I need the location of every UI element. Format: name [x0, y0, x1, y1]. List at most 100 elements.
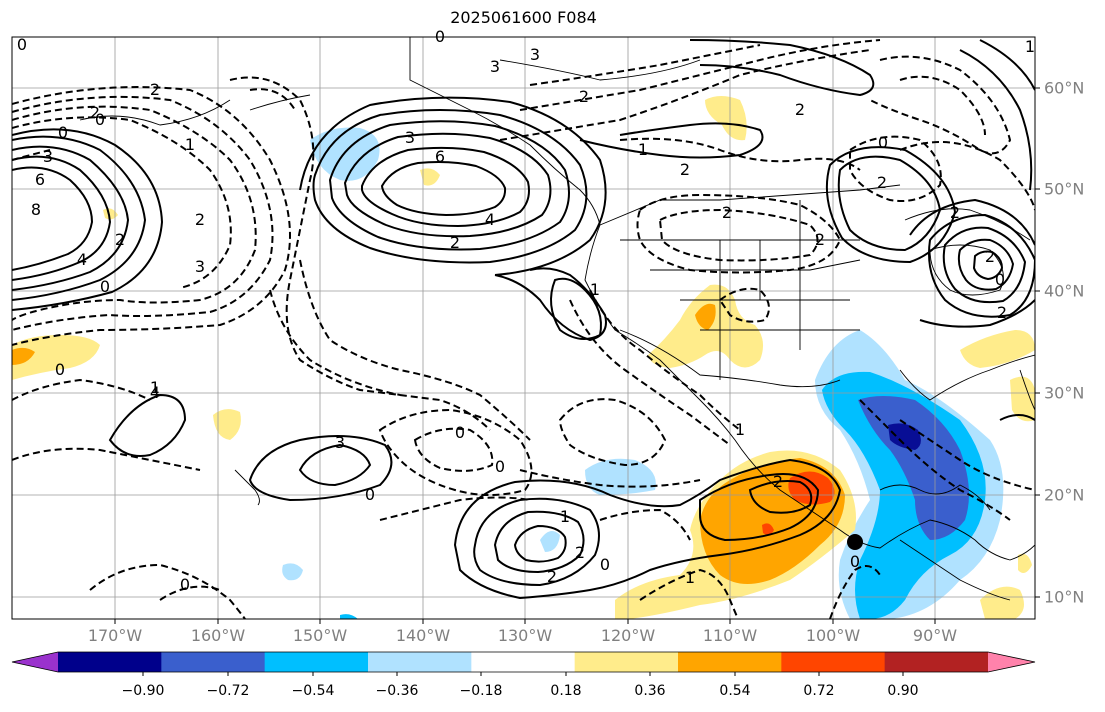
- lon-label: 130°W: [497, 626, 553, 645]
- contour-label: 2: [722, 203, 732, 222]
- colorbar-outline: [11, 651, 1036, 673]
- contour-label: 2: [985, 247, 995, 266]
- contour-label: 6: [435, 147, 445, 166]
- shade-red-small: [762, 523, 774, 535]
- contour-label: 2: [575, 543, 585, 562]
- contour-label: 3: [335, 433, 345, 452]
- shade-yellow-east-lower: [1010, 376, 1035, 422]
- shade-light-blue-low: [540, 531, 560, 552]
- lat-label: 40°N: [1044, 281, 1085, 301]
- contour-label: 0: [365, 485, 375, 504]
- contour-label: 4: [77, 250, 87, 269]
- contour-label: 2: [547, 567, 557, 586]
- colorbar-tick-label: −0.90: [121, 683, 165, 699]
- map-title: 2025061600 F084: [450, 8, 597, 27]
- shade-red-mexico: [788, 471, 835, 505]
- colorbar-segment: [884, 652, 989, 672]
- contour-label: 3: [405, 128, 415, 147]
- contour-label: 2: [450, 233, 460, 252]
- lon-label: 100°W: [805, 626, 861, 645]
- shade-yellow-small-2: [103, 208, 118, 220]
- colorbar-tick-label: 0.18: [550, 683, 582, 699]
- colorbar-tick-label: 0.72: [803, 683, 835, 699]
- colorbar-tick-label: −0.18: [459, 683, 503, 699]
- shade-blue-bottom: [340, 614, 358, 619]
- lat-label: 10°N: [1044, 587, 1085, 607]
- contour-label: 0: [435, 27, 445, 46]
- colorbar-tick-label: −0.72: [206, 683, 250, 699]
- colorbar-segment: [161, 652, 266, 672]
- contour-label: 2: [950, 203, 960, 222]
- colorbar-segment: [781, 652, 886, 672]
- shade-light-blue-small: [282, 563, 303, 581]
- contour-labels: 0232864221300364233221022112220243010012…: [17, 27, 1035, 594]
- contour-label: 1: [1025, 37, 1035, 56]
- shade-orange-west: [12, 347, 35, 365]
- shade-light-blue-mid: [585, 458, 656, 495]
- contour-label: 0: [100, 277, 110, 296]
- contour-label: 0: [55, 360, 65, 379]
- lon-label: 150°W: [292, 626, 348, 645]
- axis-ticks: [114, 87, 1040, 624]
- contour-label: 8: [31, 200, 41, 219]
- colorbar-segment: [264, 652, 369, 672]
- contour-label: 0: [995, 270, 1005, 289]
- colorbar-extend-max: [988, 652, 1035, 672]
- contour-label: 1: [638, 140, 648, 159]
- shade-yellow-small-3: [1018, 553, 1032, 574]
- contour-label: 2: [195, 210, 205, 229]
- shade-dark-blue: [888, 423, 921, 450]
- lon-label: 170°W: [87, 626, 143, 645]
- contour-label: 0: [17, 35, 27, 54]
- contour-label: 3: [195, 257, 205, 276]
- lon-label: 110°W: [702, 626, 758, 645]
- contour-label: 0: [455, 423, 465, 442]
- contour-label: 2: [815, 230, 825, 249]
- contour-label: 1: [685, 568, 695, 587]
- map-frame: [11, 36, 1036, 620]
- colorbar-segment: [574, 652, 679, 672]
- contour-label: 0: [95, 110, 105, 129]
- contour-label: 1: [150, 378, 160, 397]
- colorbar-segment: [678, 652, 782, 672]
- colorbar-segment: [471, 652, 576, 672]
- contour-label: 0: [495, 457, 505, 476]
- shade-yellow-west: [12, 335, 100, 380]
- lon-label: 160°W: [190, 626, 246, 645]
- lon-label: 120°W: [600, 626, 656, 645]
- contour-label: 3: [43, 147, 53, 166]
- contour-label: 4: [485, 210, 495, 229]
- colorbar: [11, 651, 1036, 676]
- lon-label: 140°W: [395, 626, 451, 645]
- contour-label: 6: [35, 170, 45, 189]
- colorbar-segment: [368, 652, 472, 672]
- contour-label: 1: [560, 507, 570, 526]
- contour-label: 2: [579, 87, 589, 106]
- shade-yellow-caribbean: [980, 586, 1024, 619]
- contour-label: 0: [58, 123, 68, 142]
- colorbar-tick-label: 0.54: [719, 683, 751, 699]
- colorbar-segment: [58, 652, 162, 672]
- lon-label: 90°W: [912, 626, 958, 645]
- contour-label: 3: [530, 45, 540, 64]
- contour-label: 2: [680, 160, 690, 179]
- contour-label: 0: [878, 133, 888, 152]
- lat-label: 50°N: [1044, 179, 1085, 199]
- lat-label: 20°N: [1044, 485, 1085, 505]
- shade-yellow-east: [960, 330, 1035, 368]
- contour-label: 1: [590, 280, 600, 299]
- contour-label: 0: [850, 552, 860, 571]
- graticule: [12, 37, 1035, 619]
- contour-label: 1: [185, 135, 195, 154]
- contour-label: 4: [150, 383, 160, 402]
- contour-label: 0: [180, 575, 190, 594]
- shade-yellow-small-1: [420, 168, 440, 186]
- colorbar-extend-min: [12, 652, 58, 672]
- shade-orange-sw-us: [695, 303, 716, 330]
- contour-label: 2: [90, 103, 100, 122]
- contour-label: 2: [773, 472, 783, 491]
- shade-yellow-canada: [705, 96, 747, 141]
- contour-label: 2: [997, 303, 1007, 322]
- colorbar-tick-label: −0.36: [375, 683, 419, 699]
- contour-label: 2: [877, 173, 887, 192]
